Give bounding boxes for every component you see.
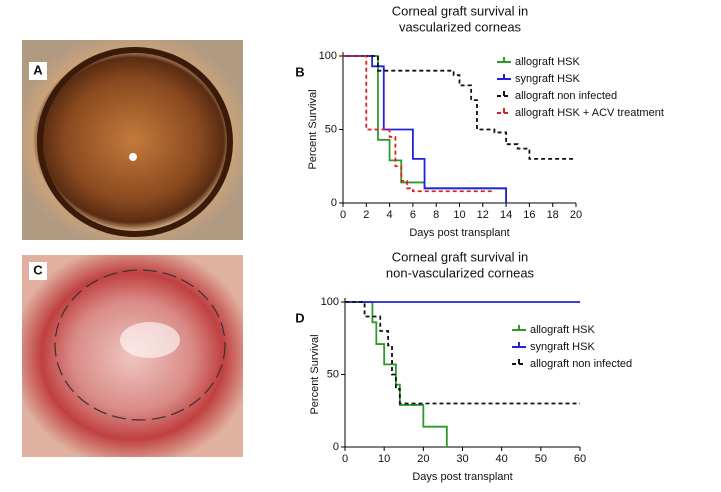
x-tick-label: 0: [342, 453, 348, 465]
panel-label: C: [33, 262, 43, 277]
survival-curve: [345, 301, 580, 405]
x-tick-label: 20: [570, 209, 582, 221]
x-tick-label: 0: [340, 209, 346, 221]
x-tick-label: 4: [387, 209, 393, 221]
legend-label: allograft HSK: [515, 56, 580, 68]
survival-curve: [345, 301, 448, 447]
x-tick-label: 16: [523, 209, 535, 221]
survival-curve: [343, 55, 507, 203]
survival-curve: [343, 55, 495, 193]
x-axis-label: Days post transplant: [409, 227, 509, 239]
panel-label: B: [295, 64, 304, 79]
survival-curve: [343, 55, 576, 160]
x-axis-label: Days post transplant: [412, 471, 512, 483]
photo-a: [22, 40, 243, 240]
y-tick-label: 0: [333, 441, 339, 453]
x-tick-label: 2: [363, 209, 369, 221]
chart-title: vascularized corneas: [399, 19, 522, 34]
y-tick-label: 50: [327, 368, 339, 380]
chart-title: non-vascularized corneas: [386, 265, 535, 280]
y-tick-label: 100: [319, 50, 337, 62]
x-tick-label: 50: [535, 453, 547, 465]
x-tick-label: 10: [378, 453, 390, 465]
y-tick-label: 50: [325, 123, 337, 135]
legend-label: allograft HSK: [530, 324, 595, 336]
x-tick-label: 10: [453, 209, 465, 221]
y-tick-label: 0: [331, 197, 337, 209]
panel-label: A: [33, 62, 43, 77]
legend-label: allograft non infected: [515, 90, 617, 102]
y-axis-label: Percent Survival: [307, 89, 319, 169]
x-tick-label: 30: [456, 453, 468, 465]
chart-title: Corneal graft survival in: [392, 3, 529, 18]
legend-label: allograft HSK + ACV treatment: [515, 107, 664, 119]
legend-label: syngraft HSK: [530, 341, 595, 353]
x-tick-label: 8: [433, 209, 439, 221]
legend-label: allograft non infected: [530, 358, 632, 370]
panel-label: D: [295, 310, 304, 325]
x-tick-label: 60: [574, 453, 586, 465]
x-tick-label: 6: [410, 209, 416, 221]
y-tick-label: 100: [321, 296, 339, 308]
x-tick-label: 12: [477, 209, 489, 221]
chart-title: Corneal graft survival in: [392, 249, 529, 264]
x-tick-label: 18: [547, 209, 559, 221]
legend-label: syngraft HSK: [515, 73, 580, 85]
x-tick-label: 40: [496, 453, 508, 465]
x-tick-label: 14: [500, 209, 512, 221]
y-axis-label: Percent Survival: [309, 334, 321, 414]
x-tick-label: 20: [417, 453, 429, 465]
photo-c: [22, 255, 243, 457]
